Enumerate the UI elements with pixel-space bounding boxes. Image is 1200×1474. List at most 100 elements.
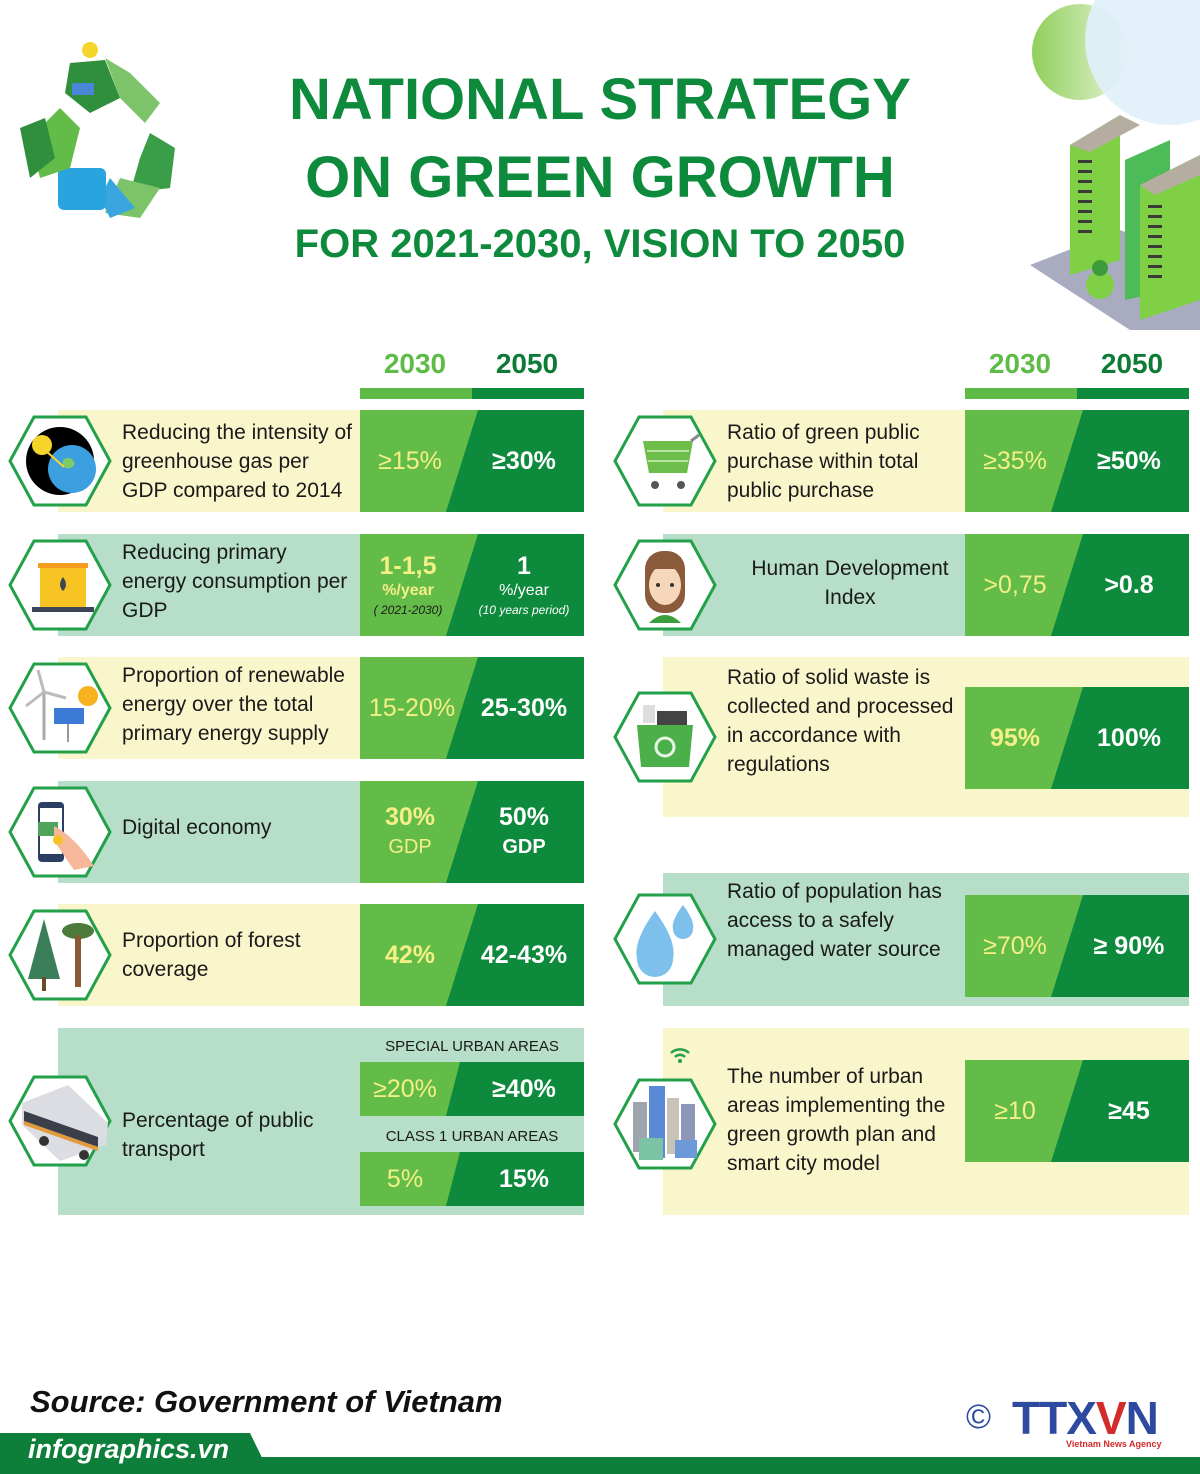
indicator-row-greenhouse-gas: Reducing the intensity of greenhouse gas…: [0, 410, 584, 512]
year-2030-label: 2030: [988, 348, 1052, 379]
value-2050: ≥50%: [1097, 447, 1161, 475]
copyright-icon: ©: [966, 1398, 992, 1436]
value-2030: >0,75: [983, 571, 1047, 599]
site-link[interactable]: infographics.vn: [28, 1434, 230, 1464]
recycle-landscape-illustration: [10, 38, 200, 228]
value-2030: 15-20%: [368, 694, 456, 722]
special-urban-areas-heading: SPECIAL URBAN AREAS: [385, 1038, 559, 1055]
person-avatar-icon: [613, 539, 717, 631]
indicator-row-solid-waste: Ratio of solid waste is collected and pr…: [605, 657, 1189, 817]
indicator-label: Human Development Index: [751, 557, 949, 609]
value-2050: ≥ 90%: [1093, 932, 1165, 960]
indicator-row-green-public-purchase: Ratio of green public purchase within to…: [605, 410, 1189, 512]
value-2050-note: (10 years period): [478, 603, 570, 617]
value-2030-unit: GDP: [388, 836, 432, 858]
value-2030: 42%: [384, 941, 436, 969]
year-2050-label: 2050: [495, 348, 559, 379]
value-2030: 95%: [989, 724, 1041, 752]
value-2030: ≥20%: [373, 1075, 437, 1103]
indicator-label: Proportion of forest coverage: [122, 929, 301, 981]
indicator-label: The number of urban areas implementing t…: [727, 1065, 946, 1175]
indicator-row-energy-consumption: Reducing primary energy consumption per …: [0, 534, 584, 636]
year-2050-bar: [1077, 388, 1189, 399]
value-2030: 30%: [384, 803, 436, 831]
indicator-label: Proportion of renewable energy over the …: [122, 664, 345, 745]
logo-text-ttx: TTX: [1012, 1392, 1097, 1444]
year-2030-bar: [360, 388, 472, 399]
oil-tank-icon: [8, 539, 112, 631]
value-2050: ≥40%: [492, 1075, 556, 1103]
indicator-label: Percentage of public transport: [122, 1109, 314, 1161]
year-2050-label: 2050: [1100, 348, 1164, 379]
trees-icon: [8, 909, 112, 1001]
year-2030-bar: [965, 388, 1077, 399]
logo-text-v: V: [1095, 1392, 1127, 1444]
indicator-label: Ratio of green public purchase within to…: [727, 421, 920, 502]
value-2050: 15%: [498, 1165, 550, 1193]
value-2030: ≥70%: [983, 932, 1047, 960]
logo-text-n: N: [1125, 1392, 1159, 1444]
phone-money-icon: [8, 786, 112, 878]
footer-tab: [0, 1433, 270, 1474]
greenhouse-earth-icon: [8, 415, 112, 507]
footer-bar: [0, 1457, 1200, 1474]
title-line-1: NATIONAL STRATEGY: [289, 67, 911, 132]
indicator-row-smart-city: The number of urban areas implementing t…: [605, 1028, 1189, 1215]
value-2050: >0.8: [1104, 571, 1154, 599]
shopping-cart-icon: [613, 415, 717, 507]
value-block: 1-1,5 %/year ( 2021-2030) 1 %/year (10 y…: [360, 534, 584, 636]
indicator-row-public-transport: Percentage of public transport SPECIAL U…: [0, 1028, 584, 1215]
indicator-row-digital-economy: Digital economy 30% GDP 50% GDP: [0, 781, 584, 883]
value-2050: 50%: [498, 803, 550, 831]
value-2050-unit: GDP: [502, 836, 546, 858]
value-2050: 42-43%: [480, 941, 568, 969]
indicator-label: Reducing the intensity of greenhouse gas…: [122, 421, 352, 502]
header: NATIONAL STRATEGY ON GREEN GROWTH FOR 20…: [0, 0, 1200, 330]
value-block: 42% 42-43%: [360, 904, 584, 1006]
source-credit: Source: Government of Vietnam: [30, 1384, 503, 1419]
value-block: ≥70% ≥ 90%: [965, 895, 1189, 997]
value-2050: ≥45: [1108, 1097, 1150, 1125]
wifi-icon: [669, 1046, 691, 1064]
smart-city-icon: [613, 1078, 717, 1170]
value-2030: ≥15%: [378, 447, 442, 475]
indicator-label: Ratio of population has access to a safe…: [727, 880, 942, 961]
recycle-bin-icon: [613, 691, 717, 783]
value-2030: ≥35%: [983, 447, 1047, 475]
bus-icon: [8, 1075, 112, 1167]
indicator-row-human-development-index: Human Development Index >0,75 >0.8: [605, 534, 1189, 636]
value-2050: 25-30%: [480, 694, 568, 722]
indicator-row-safe-water: Ratio of population has access to a safe…: [605, 873, 1189, 1006]
subtitle: FOR 2021-2030, VISION TO 2050: [294, 222, 906, 266]
value-2030-note: ( 2021-2030): [373, 603, 443, 617]
value-block: >0,75 >0.8: [965, 534, 1189, 636]
indicator-label: Reducing primary energy consumption per …: [122, 541, 348, 622]
value-block-special-urban: ≥20% ≥40%: [360, 1062, 584, 1116]
value-block: ≥15% ≥30%: [360, 410, 584, 512]
indicator-label: Ratio of solid waste is collected and pr…: [727, 666, 954, 776]
indicator-row-renewable-energy: Proportion of renewable energy over the …: [0, 657, 584, 759]
wind-solar-icon: [8, 662, 112, 754]
value-2050: 1: [517, 552, 531, 580]
value-2030-unit: %/year: [382, 582, 434, 599]
class1-urban-areas-heading: CLASS 1 URBAN AREAS: [385, 1128, 559, 1145]
title-line-2: ON GREEN GROWTH: [305, 145, 895, 210]
year-2050-bar: [472, 388, 584, 399]
value-block: ≥10 ≥45: [965, 1060, 1189, 1162]
value-block: ≥35% ≥50%: [965, 410, 1189, 512]
value-2030: ≥10: [994, 1097, 1036, 1125]
indicator-label: Digital economy: [122, 816, 272, 839]
value-2030: 1-1,5: [379, 552, 437, 580]
value-block: 95% 100%: [965, 687, 1189, 789]
ttxvn-logo: TTXVN: [1012, 1395, 1159, 1441]
green-buildings-illustration: [1030, 0, 1200, 330]
value-block: 30% GDP 50% GDP: [360, 781, 584, 883]
value-block-class1-urban: 5% 15%: [360, 1152, 584, 1206]
value-2050-unit: %/year: [499, 582, 549, 599]
year-2030-label: 2030: [383, 348, 447, 379]
value-2050: 100%: [1097, 724, 1161, 752]
logo-subtitle: Vietnam News Agency: [1066, 1439, 1162, 1449]
value-2030: 5%: [386, 1165, 424, 1193]
value-block: 15-20% 25-30%: [360, 657, 584, 759]
right-column-header: 2030 2050: [965, 348, 1189, 399]
